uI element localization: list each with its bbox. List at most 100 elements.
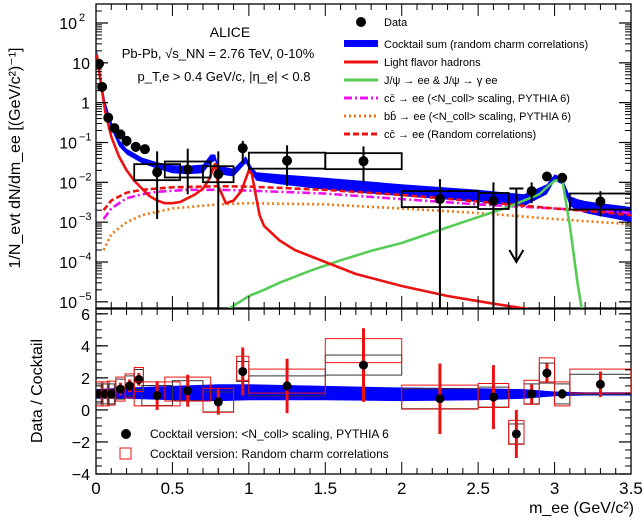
top-plot-frame <box>95 3 632 309</box>
ratio-marker <box>106 389 116 399</box>
legend-entry-ccbar-random: cc̄ → ee (Random correlations) <box>344 129 536 141</box>
y-tick-label: 6 <box>81 307 90 324</box>
y-tick-exponent: −5 <box>79 291 92 303</box>
ratio-marker <box>511 429 521 439</box>
bottom-y-axis-label: Data / Cocktail <box>29 339 46 443</box>
ratio-marker <box>282 381 292 391</box>
data-marker <box>488 195 499 206</box>
ccbar-ncoll-curve <box>102 188 631 220</box>
y-tick-exponent: −3 <box>79 211 92 223</box>
y-tick-label: 10 <box>59 215 77 232</box>
cocktail-sum-band <box>96 49 631 223</box>
data-point <box>115 129 126 140</box>
legend-marker-ncoll <box>121 429 131 439</box>
data-point <box>133 151 181 220</box>
ratio-marker <box>238 366 248 376</box>
x-tick-label: 1 <box>244 479 253 498</box>
data-point <box>568 191 631 217</box>
ratio-marker <box>152 391 162 401</box>
x-tick-label: 1.5 <box>313 479 337 498</box>
top-legend: Data Cocktail sum (random charm correlat… <box>344 17 588 141</box>
ratio-point <box>538 357 556 384</box>
data-marker <box>115 129 126 140</box>
ratio-marker <box>115 384 125 394</box>
ratio-point <box>248 358 326 414</box>
top-annotation: ALICE Pb-Pb, √s_NN = 2.76 TeV, 0-10% p_T… <box>122 24 315 84</box>
bottom-x-axis-label: m_ee (GeV/c²) <box>529 500 634 517</box>
data-marker <box>139 144 150 155</box>
upper-limit-arrow <box>508 249 525 264</box>
legend-label-ncoll: Cocktail version: <N_coll> scaling, PYTH… <box>150 427 389 441</box>
legend-label-random: Cocktail version: Random charm correlati… <box>150 447 389 461</box>
x-tick-label: 0 <box>91 479 100 498</box>
ratio-marker <box>488 392 498 402</box>
y-tick-exponent: −2 <box>79 171 92 183</box>
data-point <box>324 146 403 183</box>
data-marker <box>358 156 369 167</box>
data-point <box>541 171 552 182</box>
ratio-marker <box>435 394 445 404</box>
ratio-point <box>508 409 525 458</box>
legend-marker-data <box>356 17 366 27</box>
y-tick-label: 1 <box>81 96 90 113</box>
y-tick-label: 10 <box>59 255 77 272</box>
ratio-point <box>324 328 403 402</box>
top-x-axis-ticks <box>95 4 632 308</box>
ratio-point <box>133 381 181 410</box>
ratio-syst-box-random <box>523 379 540 405</box>
data-marker <box>103 112 114 123</box>
data-marker <box>213 169 224 180</box>
data-point <box>477 182 510 308</box>
ratio-point <box>106 380 116 406</box>
y-tick-label: 10 <box>59 136 77 153</box>
ccbar-random-curve <box>102 184 631 217</box>
data-marker <box>541 171 552 182</box>
x-tick-label: 3.5 <box>619 479 643 498</box>
y-tick-exponent: −1 <box>79 132 92 144</box>
data-marker <box>130 141 141 152</box>
y-tick-label: −2 <box>72 435 90 452</box>
top-y-axis-label: 1/N_evt dN/dm_ee [(GeV/c²)⁻¹] <box>7 48 24 269</box>
bottom-legend: Cocktail version: <N_coll> scaling, PYTH… <box>119 427 389 461</box>
data-point <box>109 123 120 134</box>
x-tick-label: 3 <box>550 479 559 498</box>
y-tick-label: −4 <box>72 467 90 484</box>
y-tick-label: 10 <box>59 16 77 33</box>
data-marker <box>182 164 193 175</box>
annotation-cuts: p_T,e > 0.4 GeV/c, |η_e| < 0.8 <box>138 69 311 84</box>
x-tick-label: 2 <box>397 479 406 498</box>
y-tick-exponent: 2 <box>79 12 85 24</box>
legend-label-ccbar-random: cc̄ → ee (Random correlations) <box>384 129 536 141</box>
ratio-marker <box>359 360 368 370</box>
legend-entry-cocktail: Cocktail sum (random charm correlations) <box>344 39 588 51</box>
annotation-experiment: ALICE <box>210 24 250 40</box>
y-tick-label: 10 <box>59 295 77 312</box>
light-flavor-curve <box>96 54 531 308</box>
data-marker <box>595 196 606 207</box>
data-point <box>163 148 212 195</box>
ratio-marker <box>213 397 223 407</box>
x-tick-label: 0.5 <box>161 479 185 498</box>
legend-entry-bbbar-ncoll: bb̄ → ee (<N_coll> scaling, PYTHIA 6) <box>344 110 571 123</box>
ratio-marker <box>527 389 537 399</box>
data-marker <box>97 81 108 92</box>
ratio-marker <box>134 374 144 384</box>
data-marker <box>434 194 445 205</box>
bottom-y-axis-ticks: −4 −2 0 2 4 6 <box>72 307 631 484</box>
ratio-syst-box-random <box>133 366 144 392</box>
data-marker <box>121 135 132 146</box>
bbbar-ncoll-curve <box>102 201 631 251</box>
legend-entry-ccbar-ncoll: cc̄ → ee (<N_coll> scaling, PYTHIA 6) <box>344 93 570 105</box>
y-tick-label: 2 <box>81 371 90 388</box>
bottom-panel: −4 −2 0 2 4 6 0 0.5 1 1.5 2 2.5 3 3.5 Cocktail versi… <box>29 307 643 517</box>
data-point <box>508 187 525 264</box>
data-marker <box>152 167 163 178</box>
data-point <box>526 182 537 204</box>
data-marker <box>526 186 537 197</box>
data-point <box>202 151 235 308</box>
legend-entry-lf: Light flavor hadrons <box>344 57 481 69</box>
legend-label-bbbar-ncoll: bb̄ → ee (<N_coll> scaling, PYTHIA 6) <box>384 110 571 123</box>
data-point <box>97 81 108 92</box>
ratio-marker <box>557 389 567 399</box>
y-tick-label: 10 <box>59 175 77 192</box>
